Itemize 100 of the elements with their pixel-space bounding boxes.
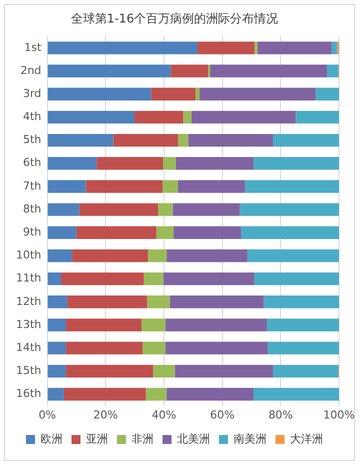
y-tick-label: 2nd (20, 64, 42, 77)
bar (146, 388, 167, 401)
y-tick-label: 14th (16, 340, 42, 354)
bar (66, 364, 154, 378)
bar (134, 110, 184, 124)
bar (48, 157, 97, 170)
bar (266, 318, 339, 332)
bar (48, 318, 66, 332)
y-tick-label: 16th (16, 387, 42, 400)
bar (48, 226, 76, 239)
x-tick-label: 20% (93, 408, 118, 422)
bar (172, 203, 240, 216)
bar (48, 296, 68, 308)
bar (163, 157, 176, 170)
x-tick-label: 100% (323, 408, 355, 422)
bar (48, 42, 198, 54)
x-tick-label: 0% (38, 408, 56, 422)
x-tick-label: 60% (210, 408, 235, 422)
bar (316, 88, 339, 100)
bar (166, 249, 248, 262)
bar (158, 203, 173, 216)
bar (178, 134, 188, 147)
bar (48, 180, 86, 193)
bar (254, 388, 339, 401)
bar (200, 88, 316, 100)
bar (264, 296, 339, 308)
bar (48, 388, 64, 401)
bar (166, 388, 254, 401)
bar (72, 249, 148, 262)
bar (86, 180, 163, 193)
bar (191, 110, 296, 124)
bar (48, 272, 61, 286)
bar (60, 272, 144, 286)
bar (273, 134, 339, 147)
bar (254, 42, 258, 54)
y-tick-label: 7th (22, 179, 42, 192)
bar (66, 342, 143, 354)
y-tick-label: 3rd (22, 86, 42, 100)
y-tick-label: 8th (22, 202, 42, 216)
bar (64, 388, 146, 401)
legend-label: 亚洲 (86, 432, 108, 446)
bar (178, 180, 246, 193)
y-tick-label: 11th (16, 272, 42, 285)
bar (254, 157, 339, 170)
bar (48, 88, 152, 100)
bar (66, 318, 142, 332)
bar (257, 42, 332, 54)
legend-label: 大洋洲 (290, 432, 323, 446)
bar (162, 180, 178, 193)
bar (240, 203, 339, 216)
bar (165, 342, 268, 354)
bar (240, 226, 339, 239)
bar (188, 134, 274, 147)
legend-label: 北美洲 (177, 432, 210, 446)
y-tick-label: 13th (16, 318, 42, 331)
y-tick-label: 1st (24, 40, 42, 54)
bar (268, 342, 339, 354)
bar (48, 134, 114, 147)
bar (96, 157, 164, 170)
chart-title: 全球第1-16个百万病例的洲际分布情况 (70, 11, 278, 26)
bar (165, 318, 267, 332)
bar (48, 364, 66, 378)
bar (254, 272, 339, 286)
bar (142, 318, 166, 332)
bar (156, 226, 174, 239)
bar (195, 88, 200, 100)
bar (198, 42, 254, 54)
bar (210, 64, 328, 78)
bar (76, 226, 156, 239)
bar (296, 110, 339, 124)
bar (67, 296, 148, 308)
bar (153, 364, 175, 378)
bar (79, 203, 158, 216)
x-tick-label: 40% (152, 408, 176, 422)
legend-label: 南美洲 (234, 432, 266, 446)
y-tick-label: 6th (22, 156, 42, 170)
bar (48, 110, 135, 124)
bar (147, 296, 170, 308)
y-tick-label: 12th (16, 294, 42, 308)
y-tick-label: 15th (16, 364, 42, 378)
legend-label: 欧洲 (40, 432, 62, 446)
bar (247, 249, 339, 262)
bar (151, 88, 196, 100)
bar (176, 157, 254, 170)
bar (174, 364, 274, 378)
bar (170, 64, 208, 78)
bar (48, 249, 72, 262)
y-tick-label: 10th (16, 248, 42, 262)
bar (48, 64, 171, 78)
y-tick-label: 9th (22, 226, 42, 239)
bar (327, 64, 338, 78)
bar (183, 110, 192, 124)
y-tick-label: 4th (22, 110, 42, 124)
bar (245, 180, 339, 193)
bar (174, 226, 241, 239)
bar (48, 342, 66, 354)
bar (332, 42, 338, 54)
bar (48, 203, 80, 216)
bar (142, 342, 166, 354)
bar (144, 272, 164, 286)
